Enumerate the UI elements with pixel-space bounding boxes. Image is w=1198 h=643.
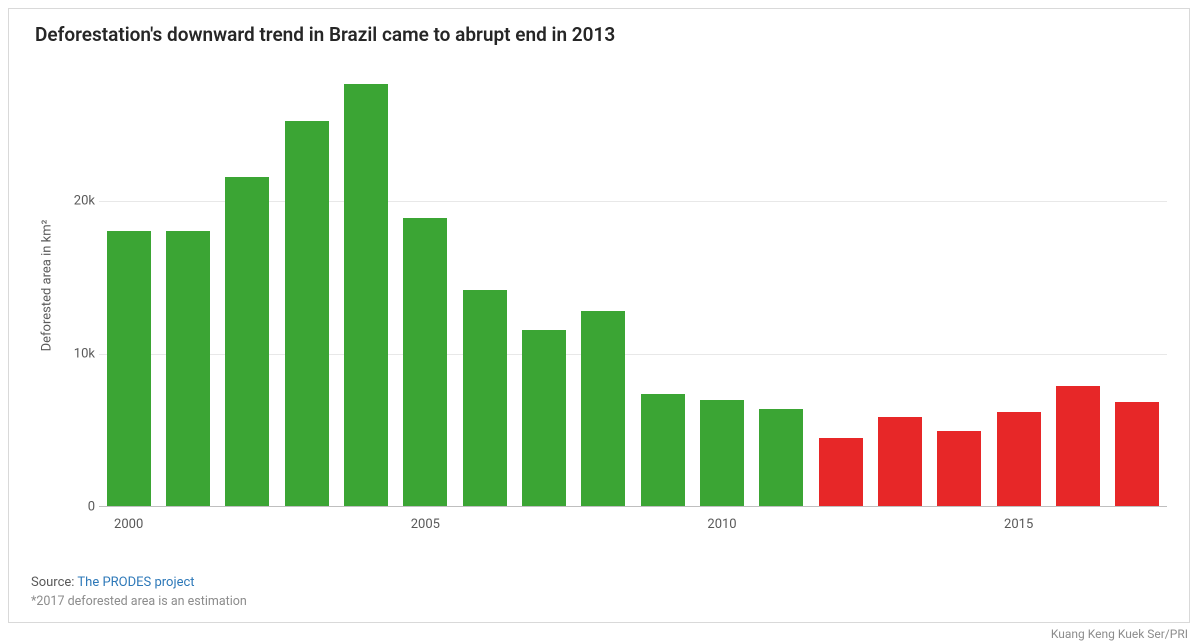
bar-2005 — [403, 218, 447, 507]
x-baseline — [99, 506, 1167, 507]
footnote: *2017 deforested area is an estimation — [31, 593, 1167, 611]
bar-2017 — [1115, 402, 1159, 507]
bar-2015 — [997, 412, 1041, 507]
x-tick-label: 2015 — [1004, 517, 1033, 532]
x-axis: 2000 2005 2010 2015 — [99, 511, 1167, 535]
plot-area — [99, 64, 1167, 507]
bar-2010 — [700, 400, 744, 507]
y-tick-label: 0 — [88, 500, 95, 515]
bar-2001 — [166, 231, 210, 507]
bar-2012 — [819, 438, 863, 507]
plot-wrap: Deforested area in km² 010k20k 200020052… — [31, 56, 1167, 535]
viewport: Deforestation's downward trend in Brazil… — [0, 0, 1198, 643]
x-tick-label: 2000 — [114, 517, 143, 532]
chart-footer: Source: The PRODES project *2017 defores… — [31, 574, 1167, 610]
x-tick-label: 2005 — [411, 517, 440, 532]
y-axis-title: Deforested area in km² — [40, 220, 55, 352]
chart-title: Deforestation's downward trend in Brazil… — [35, 23, 1167, 46]
y-axis: 010k20k — [65, 64, 99, 507]
bar-2009 — [641, 394, 685, 507]
bar-2003 — [285, 121, 329, 507]
bar-2006 — [463, 290, 507, 507]
bar-2004 — [344, 84, 388, 507]
bar-2013 — [878, 417, 922, 507]
y-tick-label: 10k — [74, 347, 95, 362]
bar-2007 — [522, 330, 566, 507]
source-link[interactable]: The PRODES project — [77, 575, 194, 590]
credit-line: Kuang Keng Kuek Ser/PRI — [1051, 627, 1188, 641]
y-tick-label: 20k — [74, 194, 95, 209]
source-label: Source: — [31, 575, 77, 590]
bar-2002 — [225, 177, 269, 507]
chart-frame: Deforestation's downward trend in Brazil… — [8, 8, 1190, 623]
bars-layer — [99, 64, 1167, 507]
y-axis-title-container: Deforested area in km² — [37, 64, 57, 507]
bar-2014 — [937, 431, 981, 507]
bar-2016 — [1056, 386, 1100, 507]
bar-2011 — [759, 409, 803, 507]
x-tick-label: 2010 — [707, 517, 736, 532]
bar-2008 — [581, 311, 625, 507]
source-line: Source: The PRODES project — [31, 574, 1167, 592]
bar-2000 — [107, 231, 151, 507]
